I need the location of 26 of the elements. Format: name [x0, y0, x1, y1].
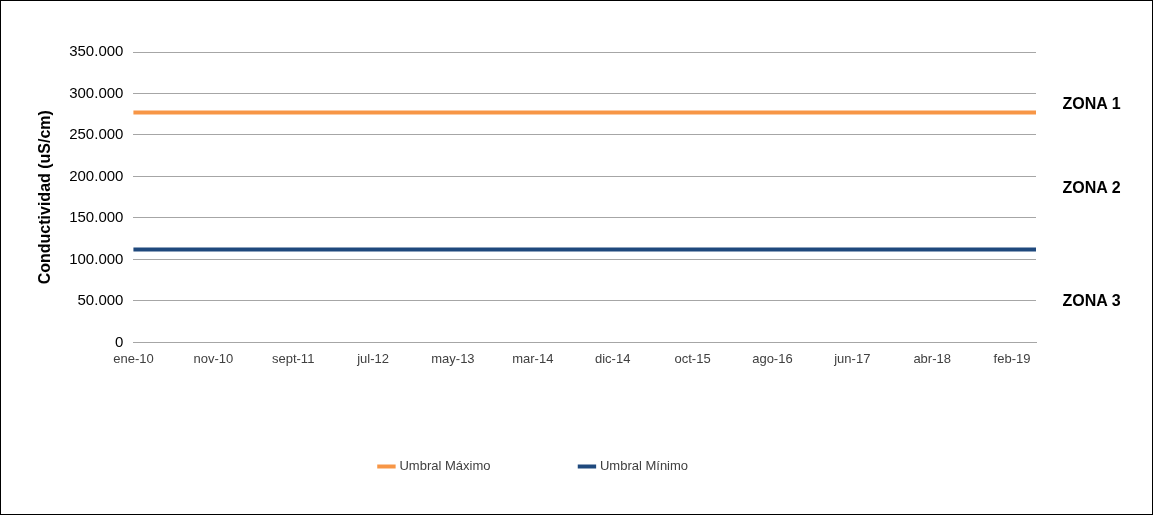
y-tick-label: 100.000 — [69, 249, 124, 267]
text: ZONA 2 — [1062, 178, 1121, 196]
text: ZONA 3 — [1062, 292, 1121, 310]
x-tick-label: oct-15 — [674, 350, 711, 366]
y-tick-label: 300.000 — [69, 83, 124, 101]
y-tick-label: 50.000 — [77, 291, 124, 309]
y-tick-label: 250.000 — [69, 125, 124, 143]
x-tick-label: ene-10 — [113, 350, 154, 366]
x-tick-label: ago-16 — [752, 350, 793, 366]
x-tick-label: nov-10 — [193, 350, 234, 366]
y-tick-label: 200.000 — [69, 166, 124, 184]
y-tick-label: 0 — [115, 332, 124, 350]
y-axis-title: Conductividad (uS/cm) — [36, 110, 54, 285]
x-tick-label: jun-17 — [833, 350, 871, 366]
x-tick-label: may-13 — [431, 350, 475, 366]
x-tick-label: dic-14 — [594, 350, 631, 366]
x-tick-label: feb-19 — [993, 350, 1031, 366]
x-tick-label: jul-12 — [356, 350, 389, 366]
y-tick-label: 150.000 — [69, 208, 124, 226]
legend-label: Umbral Máximo — [399, 458, 491, 474]
legend-label: Umbral Mínimo — [599, 458, 689, 474]
x-tick-label: sept-11 — [271, 350, 315, 366]
x-tick-label: abr-18 — [913, 350, 951, 366]
x-tick-label: mar-14 — [512, 350, 554, 366]
y-tick-label: 350.000 — [69, 42, 124, 60]
text: ZONA 1 — [1062, 94, 1121, 112]
